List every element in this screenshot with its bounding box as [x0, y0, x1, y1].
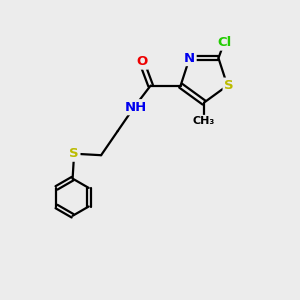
- Text: S: S: [69, 147, 79, 160]
- Text: N: N: [184, 52, 195, 64]
- Text: CH₃: CH₃: [193, 116, 215, 126]
- Text: S: S: [224, 79, 234, 92]
- Text: NH: NH: [124, 101, 147, 114]
- Text: Cl: Cl: [217, 36, 231, 49]
- Text: O: O: [136, 55, 147, 68]
